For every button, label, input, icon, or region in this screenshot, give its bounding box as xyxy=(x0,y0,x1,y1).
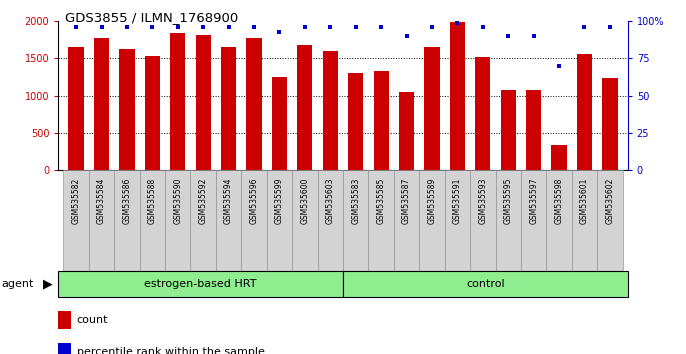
Text: GSM535582: GSM535582 xyxy=(71,178,80,224)
Text: GSM535586: GSM535586 xyxy=(122,178,132,224)
Text: GSM535589: GSM535589 xyxy=(427,178,436,224)
FancyBboxPatch shape xyxy=(343,170,368,271)
Point xyxy=(71,24,82,30)
Bar xyxy=(58,311,71,329)
Point xyxy=(452,20,463,25)
FancyBboxPatch shape xyxy=(63,170,88,271)
Bar xyxy=(348,73,364,170)
Point xyxy=(299,24,310,30)
FancyBboxPatch shape xyxy=(88,170,115,271)
Bar xyxy=(145,56,160,170)
Text: GSM535600: GSM535600 xyxy=(300,178,309,224)
Text: GSM535588: GSM535588 xyxy=(148,178,157,224)
Text: ▶: ▶ xyxy=(43,278,53,291)
Point xyxy=(147,24,158,30)
Text: GSM535591: GSM535591 xyxy=(453,178,462,224)
Bar xyxy=(272,77,287,170)
FancyBboxPatch shape xyxy=(216,170,241,271)
Bar xyxy=(501,90,516,170)
FancyBboxPatch shape xyxy=(598,170,623,271)
FancyBboxPatch shape xyxy=(470,170,495,271)
Text: GSM535599: GSM535599 xyxy=(275,178,284,224)
Text: GSM535601: GSM535601 xyxy=(580,178,589,224)
Point xyxy=(96,24,107,30)
Bar xyxy=(69,47,84,170)
Text: GSM535584: GSM535584 xyxy=(97,178,106,224)
Bar xyxy=(58,343,71,354)
Text: GSM535587: GSM535587 xyxy=(402,178,411,224)
Bar xyxy=(297,45,313,170)
Bar xyxy=(373,71,389,170)
Text: GSM535602: GSM535602 xyxy=(606,178,615,224)
Text: GSM535594: GSM535594 xyxy=(224,178,233,224)
Point xyxy=(248,24,259,30)
FancyBboxPatch shape xyxy=(546,170,571,271)
Text: GSM535590: GSM535590 xyxy=(174,178,182,224)
Point xyxy=(579,24,590,30)
Bar xyxy=(577,54,592,170)
Text: GSM535595: GSM535595 xyxy=(504,178,512,224)
FancyBboxPatch shape xyxy=(318,170,343,271)
Bar xyxy=(322,51,338,170)
Text: GSM535603: GSM535603 xyxy=(326,178,335,224)
Bar xyxy=(399,92,414,170)
Bar xyxy=(552,145,567,170)
Bar xyxy=(196,35,211,170)
FancyBboxPatch shape xyxy=(368,170,394,271)
FancyBboxPatch shape xyxy=(115,170,140,271)
Bar xyxy=(221,47,236,170)
Point xyxy=(528,33,539,39)
FancyBboxPatch shape xyxy=(419,170,445,271)
FancyBboxPatch shape xyxy=(394,170,419,271)
Point xyxy=(477,24,488,30)
Text: GSM535585: GSM535585 xyxy=(377,178,386,224)
FancyBboxPatch shape xyxy=(191,170,216,271)
Point xyxy=(351,24,362,30)
FancyBboxPatch shape xyxy=(241,170,267,271)
Point xyxy=(401,33,412,39)
Text: GSM535593: GSM535593 xyxy=(478,178,487,224)
Point xyxy=(503,33,514,39)
Point xyxy=(427,24,438,30)
Bar xyxy=(602,78,617,170)
Text: count: count xyxy=(77,315,108,325)
FancyBboxPatch shape xyxy=(58,271,343,297)
Text: GDS3855 / ILMN_1768900: GDS3855 / ILMN_1768900 xyxy=(65,11,239,24)
FancyBboxPatch shape xyxy=(267,170,292,271)
Point xyxy=(121,24,132,30)
Text: control: control xyxy=(466,279,505,289)
Bar xyxy=(450,22,465,170)
Text: GSM535592: GSM535592 xyxy=(199,178,208,224)
Point xyxy=(376,24,387,30)
Bar xyxy=(170,33,185,170)
Bar xyxy=(119,50,134,170)
Point xyxy=(554,63,565,69)
FancyBboxPatch shape xyxy=(445,170,470,271)
FancyBboxPatch shape xyxy=(571,170,598,271)
Text: agent: agent xyxy=(1,279,34,289)
FancyBboxPatch shape xyxy=(165,170,191,271)
Bar xyxy=(246,38,261,170)
Text: GSM535596: GSM535596 xyxy=(250,178,259,224)
Text: estrogen-based HRT: estrogen-based HRT xyxy=(145,279,257,289)
Point xyxy=(604,24,615,30)
Bar xyxy=(475,57,490,170)
Text: GSM535598: GSM535598 xyxy=(554,178,564,224)
Bar xyxy=(425,47,440,170)
Point xyxy=(274,29,285,34)
FancyBboxPatch shape xyxy=(343,271,628,297)
FancyBboxPatch shape xyxy=(521,170,546,271)
Text: GSM535597: GSM535597 xyxy=(529,178,538,224)
FancyBboxPatch shape xyxy=(495,170,521,271)
Text: percentile rank within the sample: percentile rank within the sample xyxy=(77,347,265,354)
Point xyxy=(172,24,183,30)
FancyBboxPatch shape xyxy=(140,170,165,271)
Bar xyxy=(94,38,109,170)
Point xyxy=(198,24,209,30)
Bar xyxy=(526,90,541,170)
Point xyxy=(223,24,234,30)
Point xyxy=(324,24,335,30)
FancyBboxPatch shape xyxy=(292,170,318,271)
Text: GSM535583: GSM535583 xyxy=(351,178,360,224)
